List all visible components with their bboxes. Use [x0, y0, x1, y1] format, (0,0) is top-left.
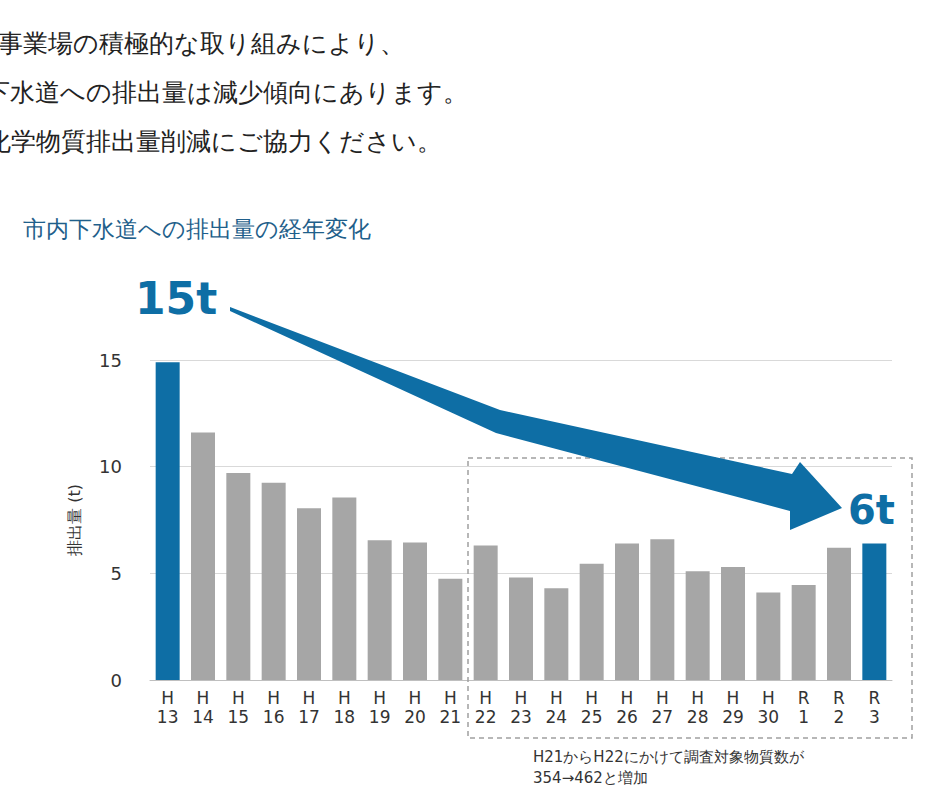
svg-text:6t: 6t — [848, 487, 895, 533]
svg-text:H: H — [691, 688, 704, 708]
svg-text:R: R — [798, 688, 810, 708]
svg-text:H: H — [550, 688, 563, 708]
svg-text:17: 17 — [298, 707, 320, 727]
svg-text:13: 13 — [157, 707, 179, 727]
svg-text:H: H — [409, 688, 422, 708]
svg-text:H: H — [621, 688, 634, 708]
svg-text:1: 1 — [798, 707, 809, 727]
svg-text:26: 26 — [616, 707, 638, 727]
svg-text:H: H — [444, 688, 457, 708]
svg-text:29: 29 — [722, 707, 744, 727]
svg-text:R: R — [833, 688, 845, 708]
svg-text:化学物質の下水道への排出量は減少傾向にあります。: 化学物質の下水道への排出量は減少傾向にあります。 — [0, 78, 468, 107]
svg-text:H: H — [373, 688, 386, 708]
svg-text:22: 22 — [475, 707, 497, 727]
svg-text:30: 30 — [758, 707, 780, 727]
svg-text:10: 10 — [99, 456, 122, 477]
svg-text:排出量 (t): 排出量 (t) — [65, 484, 84, 556]
svg-text:18: 18 — [334, 707, 356, 727]
svg-text:H: H — [515, 688, 528, 708]
svg-text:20: 20 — [404, 707, 426, 727]
svg-text:H: H — [656, 688, 669, 708]
svg-text:354→462と増加: 354→462と増加 — [533, 769, 648, 787]
svg-text:H: H — [479, 688, 492, 708]
svg-text:H: H — [161, 688, 174, 708]
svg-text:15: 15 — [228, 707, 250, 727]
svg-text:14: 14 — [192, 707, 214, 727]
svg-text:15: 15 — [99, 350, 122, 371]
svg-text:H: H — [338, 688, 351, 708]
svg-text:H21からH22にかけて調査対象物質数が: H21からH22にかけて調査対象物質数が — [533, 748, 805, 766]
svg-text:15t: 15t — [135, 273, 217, 324]
svg-text:28: 28 — [687, 707, 709, 727]
svg-text:多くの事業場の積極的な取り組みにより、: 多くの事業場の積極的な取り組みにより、 — [0, 29, 405, 58]
svg-text:16: 16 — [263, 707, 285, 727]
svg-text:0: 0 — [111, 670, 122, 691]
svg-text:5: 5 — [111, 563, 122, 584]
svg-text:H: H — [585, 688, 598, 708]
svg-text:H: H — [197, 688, 210, 708]
svg-text:3: 3 — [869, 707, 880, 727]
svg-text:H: H — [267, 688, 280, 708]
svg-text:H: H — [232, 688, 245, 708]
svg-text:今後も、化学物質排出量削減にご協力ください。: 今後も、化学物質排出量削減にご協力ください。 — [0, 127, 442, 156]
svg-text:2: 2 — [834, 707, 845, 727]
svg-text:H: H — [727, 688, 740, 708]
svg-text:19: 19 — [369, 707, 391, 727]
svg-text:27: 27 — [652, 707, 674, 727]
svg-text:R: R — [868, 688, 880, 708]
svg-text:24: 24 — [546, 707, 568, 727]
svg-text:H: H — [303, 688, 316, 708]
svg-text:23: 23 — [510, 707, 532, 727]
svg-text:市内下水道への排出量の経年変化: 市内下水道への排出量の経年変化 — [23, 216, 371, 242]
svg-text:25: 25 — [581, 707, 603, 727]
svg-text:21: 21 — [440, 707, 462, 727]
svg-text:H: H — [762, 688, 775, 708]
